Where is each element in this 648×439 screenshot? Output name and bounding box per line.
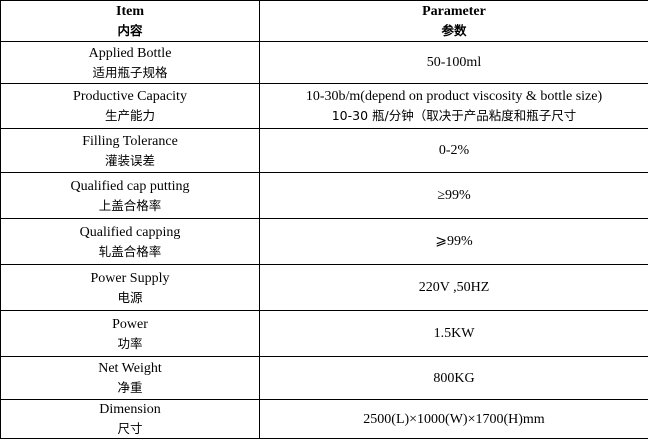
value-cell: 10-30b/m(depend on product viscosity & b… [260, 84, 648, 129]
value-cell: ⩾99% [260, 219, 648, 265]
value-cell: 220V ,50HZ [260, 265, 648, 311]
header-parameter-en: Parameter [264, 2, 644, 21]
item-cell: Qualified cap putting 上盖合格率 [1, 173, 260, 219]
item-en: Qualified cap putting [5, 177, 255, 196]
value-text-zh: 10-30 瓶/分钟（取决于产品粘度和瓶子尺寸 [264, 106, 644, 125]
value-cell: 50-100ml [260, 42, 648, 84]
value-text: 2500(L)×1000(W)×1700(H)mm [363, 412, 544, 427]
value-text: 1.5KW [434, 326, 475, 341]
table-row: Qualified capping 轧盖合格率 ⩾99% [1, 219, 648, 265]
item-cell: Net Weight 净重 [1, 357, 260, 400]
table-header-row: Item 内容 Parameter 参数 [1, 1, 648, 42]
table-row: Dimension 尺寸 2500(L)×1000(W)×1700(H)mm [1, 400, 648, 439]
item-zh: 灌装误差 [5, 151, 255, 170]
header-parameter-zh: 参数 [264, 21, 644, 40]
value-text: 50-100ml [427, 55, 481, 70]
table-row: Productive Capacity 生产能力 10-30b/m(depend… [1, 84, 648, 129]
item-en: Applied Bottle [5, 44, 255, 63]
item-cell: Productive Capacity 生产能力 [1, 84, 260, 129]
value-text: 220V ,50HZ [419, 280, 490, 295]
item-cell: Qualified capping 轧盖合格率 [1, 219, 260, 265]
header-item-en: Item [5, 2, 255, 21]
value-text: ≥99% [437, 188, 470, 203]
item-en: Filling Tolerance [5, 132, 255, 151]
value-text: 800KG [433, 371, 474, 386]
item-zh: 电源 [5, 288, 255, 307]
table-row: Filling Tolerance 灌装误差 0-2% [1, 129, 648, 173]
item-en: Power [5, 315, 255, 334]
table-row: Qualified cap putting 上盖合格率 ≥99% [1, 173, 648, 219]
item-zh: 适用瓶子规格 [5, 63, 255, 82]
item-zh: 生产能力 [5, 106, 255, 125]
item-zh: 轧盖合格率 [5, 242, 255, 261]
item-cell: Applied Bottle 适用瓶子规格 [1, 42, 260, 84]
item-en: Net Weight [5, 359, 255, 378]
item-cell: Dimension 尺寸 [1, 400, 260, 439]
item-en: Productive Capacity [5, 87, 255, 106]
item-cell: Power Supply 电源 [1, 265, 260, 311]
item-en: Dimension [5, 400, 255, 419]
item-zh: 净重 [5, 378, 255, 397]
value-cell: 800KG [260, 357, 648, 400]
value-text: 0-2% [439, 143, 469, 158]
table-row: Net Weight 净重 800KG [1, 357, 648, 400]
item-cell: Power 功率 [1, 311, 260, 357]
value-cell: 0-2% [260, 129, 648, 173]
table-row: Applied Bottle 适用瓶子规格 50-100ml [1, 42, 648, 84]
value-text: ⩾99% [435, 234, 472, 249]
table-row: Power 功率 1.5KW [1, 311, 648, 357]
item-zh: 功率 [5, 334, 255, 353]
value-cell: ≥99% [260, 173, 648, 219]
item-cell: Filling Tolerance 灌装误差 [1, 129, 260, 173]
value-cell: 2500(L)×1000(W)×1700(H)mm [260, 400, 648, 439]
table-row: Power Supply 电源 220V ,50HZ [1, 265, 648, 311]
item-en: Qualified capping [5, 223, 255, 242]
item-zh: 尺寸 [5, 419, 255, 438]
value-cell: 1.5KW [260, 311, 648, 357]
value-text: 10-30b/m(depend on product viscosity & b… [264, 87, 644, 106]
item-zh: 上盖合格率 [5, 196, 255, 215]
header-item-cell: Item 内容 [1, 1, 260, 42]
header-parameter-cell: Parameter 参数 [260, 1, 648, 42]
header-item-zh: 内容 [5, 21, 255, 40]
item-en: Power Supply [5, 269, 255, 288]
